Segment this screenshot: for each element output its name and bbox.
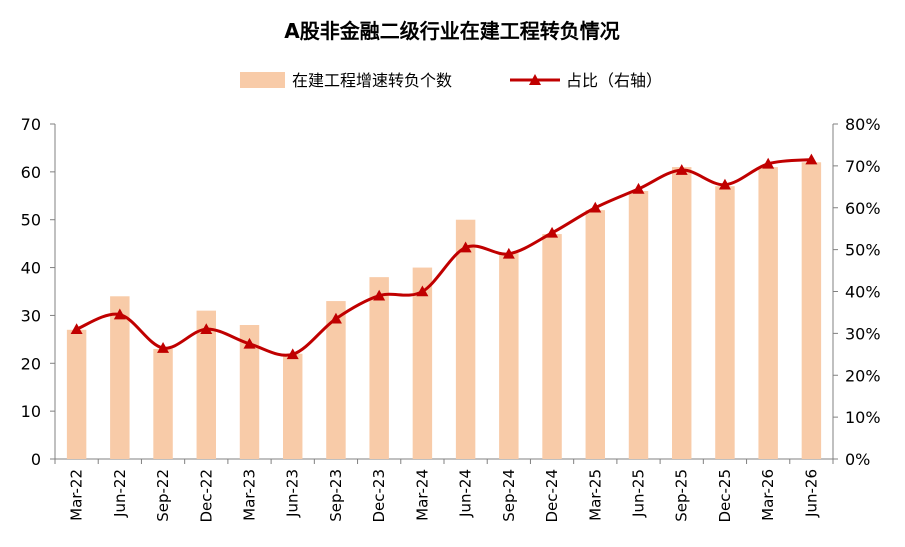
line-point (243, 337, 256, 349)
x-tick-label: Dec-22 (197, 469, 215, 523)
left-tick-label: 0 (31, 450, 41, 469)
line-point (632, 182, 645, 194)
left-tick-label: 20 (21, 354, 41, 373)
right-tick-label: 20% (845, 366, 881, 385)
legend-bar-swatch (240, 72, 285, 88)
x-tick-label: Mar-25 (586, 469, 604, 521)
bar (628, 191, 649, 459)
line-point (762, 157, 775, 169)
line-point (546, 226, 559, 238)
x-tick-label: Mar-23 (241, 469, 259, 521)
left-tick-label: 10 (21, 402, 41, 421)
bar (196, 310, 217, 459)
right-tick-label: 30% (845, 324, 881, 343)
left-tick-label: 40 (21, 259, 41, 278)
legend: 在建工程增速转负个数 占比（右轴） (240, 71, 662, 90)
line-point (113, 308, 126, 320)
bar-series (66, 162, 822, 460)
bar (585, 210, 606, 459)
right-tick-label: 40% (845, 283, 881, 302)
x-tick-label: Dec-24 (543, 469, 561, 523)
bar (153, 348, 173, 459)
line-point (459, 241, 472, 253)
line-point (286, 348, 299, 360)
x-tick-label: Sep-25 (673, 469, 691, 522)
left-tick-label: 70 (21, 115, 41, 134)
x-tick-label: Jun-23 (284, 469, 302, 518)
x-tick-label: Jun-25 (630, 469, 648, 518)
x-tick-label: Dec-25 (716, 469, 734, 523)
bar (239, 325, 260, 459)
right-tick-label: 0% (845, 450, 870, 469)
x-tick-label: Sep-23 (327, 469, 345, 522)
x-tick-label: Sep-22 (154, 469, 172, 522)
x-tick-label: Sep-24 (500, 469, 518, 522)
line-point (329, 312, 342, 324)
axes: 0 10 20 30 40 50 60 70 0% 10% 20% 30% 40% 50% 60% 70% 80… (21, 115, 881, 469)
line-point (200, 323, 213, 334)
bar (542, 234, 562, 459)
x-axis-labels: Mar-22 Jun-22 Sep-22 Dec-22 Mar-23 Jun-23 Sep-… (68, 469, 821, 523)
ratio-line (76, 158, 812, 357)
left-tick-label: 50 (21, 211, 41, 230)
bar (671, 167, 692, 460)
line-point (373, 289, 386, 301)
legend-triangle-icon (529, 74, 541, 85)
x-tick-label: Mar-22 (68, 469, 86, 521)
x-tick-label: Mar-24 (413, 469, 431, 521)
line-point (718, 178, 731, 190)
bar (758, 167, 778, 460)
right-tick-label: 10% (845, 408, 881, 427)
right-tick-label: 80% (845, 115, 881, 134)
line-point (70, 323, 83, 334)
line-point (805, 153, 818, 165)
bar (369, 277, 389, 459)
x-tick-label: Mar-26 (759, 469, 777, 521)
line-point (675, 164, 688, 175)
bar (715, 186, 735, 459)
left-tick-label: 30 (21, 306, 41, 325)
x-tick-label: Dec-23 (370, 469, 388, 523)
bar (282, 353, 303, 459)
legend-bar-label: 在建工程增速转负个数 (292, 71, 452, 90)
x-tick-label: Jun-26 (802, 469, 820, 518)
bar (455, 219, 476, 459)
line-point (416, 285, 429, 297)
legend-line-label: 占比（右轴） (566, 71, 662, 90)
right-tick-label: 50% (845, 241, 881, 260)
right-tick-label: 70% (845, 157, 881, 176)
x-tick-label: Jun-24 (457, 469, 475, 518)
chart-title: A股非金融二级行业在建工程转负情况 (284, 19, 619, 43)
line-point (589, 201, 602, 213)
line-point (502, 247, 515, 259)
bar (499, 253, 519, 459)
bar (326, 301, 346, 459)
bar (412, 267, 433, 459)
x-tick-label: Jun-22 (111, 469, 129, 518)
bar (66, 329, 87, 459)
right-tick-label: 60% (845, 199, 881, 218)
left-tick-label: 60 (21, 163, 41, 182)
line-series (70, 153, 818, 360)
line-point (157, 342, 170, 353)
bar (110, 296, 130, 459)
bar (801, 162, 822, 460)
